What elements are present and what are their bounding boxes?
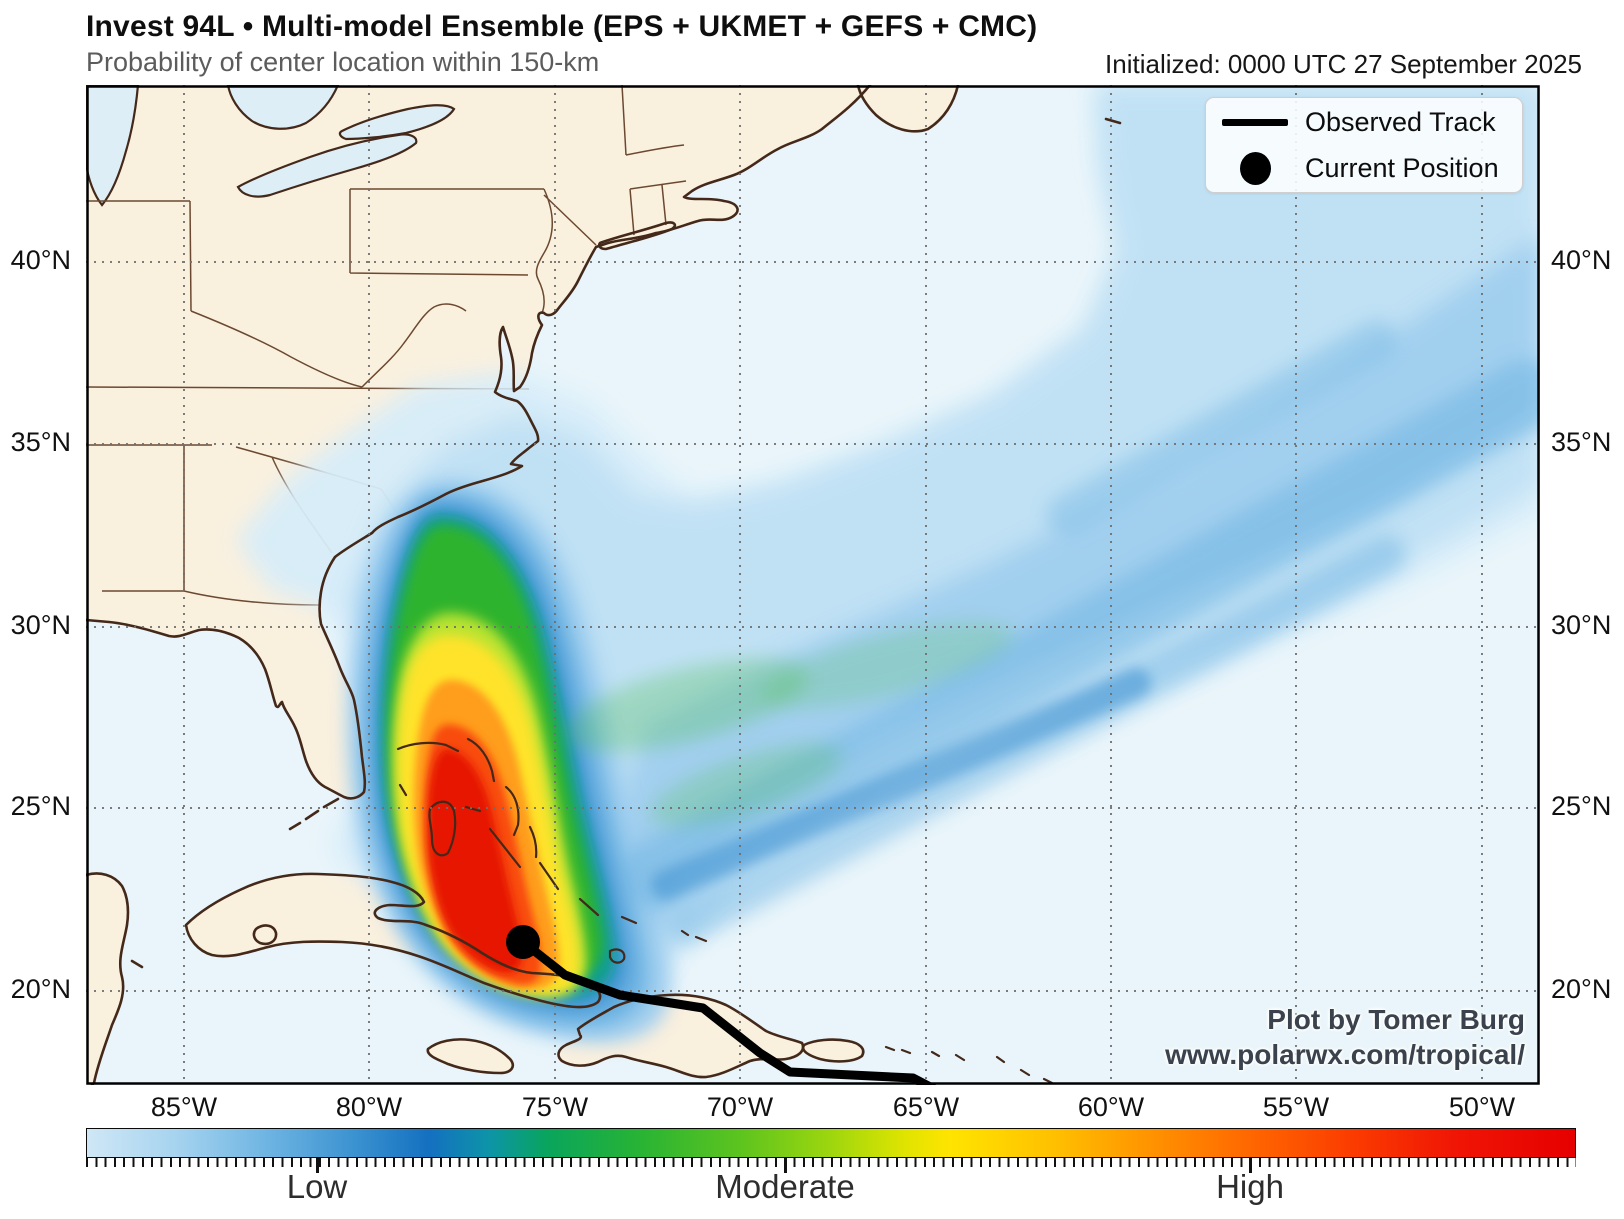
lake-ontario (338, 104, 456, 141)
current-position-swatch-icon (1239, 151, 1271, 185)
lon-label-85w: 85°W (150, 1092, 218, 1122)
colorbar-minor-ticks (86, 1158, 1576, 1167)
lat-label-right-35: 35°N (1551, 427, 1612, 457)
lat-label-right-20: 20°N (1551, 974, 1612, 1004)
current-position-dot (506, 925, 540, 959)
page-subtitle: Probability of center location within 15… (86, 47, 600, 77)
colorbar-major-tick-moderate (784, 1158, 787, 1173)
jamaica (427, 1039, 513, 1073)
observed-track-swatch-icon (1222, 118, 1288, 126)
map-frame (86, 85, 1540, 1085)
initialization-timestamp: Initialized: 0000 UTC 27 September 2025 (1105, 49, 1582, 79)
lon-label-70w: 70°W (706, 1092, 774, 1122)
colorbar-label-moderate: Moderate (715, 1168, 855, 1205)
lat-label-right-25: 25°N (1551, 791, 1612, 821)
lon-label-60w: 60°W (1077, 1092, 1145, 1122)
bahamas-islands (396, 737, 1054, 1085)
colorbar-major-tick-high (1249, 1158, 1252, 1173)
lon-label-65w: 65°W (892, 1092, 960, 1122)
observed-track-line (518, 937, 937, 1085)
lat-label-left-40: 40°N (10, 245, 71, 275)
plot-url: www.polarwx.com/tropical/ (1165, 1039, 1525, 1070)
lat-label-left-25: 25°N (10, 791, 71, 821)
lat-label-right-30: 30°N (1551, 610, 1612, 640)
page-title: Invest 94L • Multi-model Ensemble (EPS +… (86, 10, 1038, 43)
legend-observed-track-label: Observed Track (1305, 106, 1496, 137)
lat-label-left-35: 35°N (10, 427, 71, 457)
map-svg (86, 85, 1540, 1085)
map-legend: Observed Track Current Position (1205, 97, 1523, 193)
yucatan (86, 873, 128, 1085)
isle-of-youth (253, 925, 277, 944)
colorbar-major-tick-low (316, 1158, 319, 1173)
lon-label-55w: 55°W (1262, 1092, 1330, 1122)
long-island (599, 222, 675, 249)
colorbar-label-high: High (1216, 1168, 1284, 1205)
map-canvas (86, 85, 1540, 1085)
lat-label-right-40: 40°N (1551, 245, 1612, 275)
lake-michigan (86, 85, 140, 207)
lon-label-75w: 75°W (521, 1092, 589, 1122)
lat-label-left-20: 20°N (10, 974, 71, 1004)
probability-colorbar (86, 1128, 1576, 1158)
lon-label-80w: 80°W (335, 1092, 403, 1122)
plot-credit: Plot by Tomer Burg (1267, 1004, 1525, 1035)
coastlines (86, 85, 1122, 1085)
puerto-rico (803, 1039, 864, 1062)
lake-erie (236, 133, 418, 198)
lake-huron (226, 85, 340, 130)
great-lakes (86, 85, 456, 207)
lon-label-50w: 50°W (1448, 1092, 1516, 1122)
lat-label-left-30: 30°N (10, 610, 71, 640)
colorbar-label-low: Low (286, 1168, 348, 1205)
probability-field (236, 85, 1540, 1044)
legend-current-position-label: Current Position (1305, 152, 1499, 183)
